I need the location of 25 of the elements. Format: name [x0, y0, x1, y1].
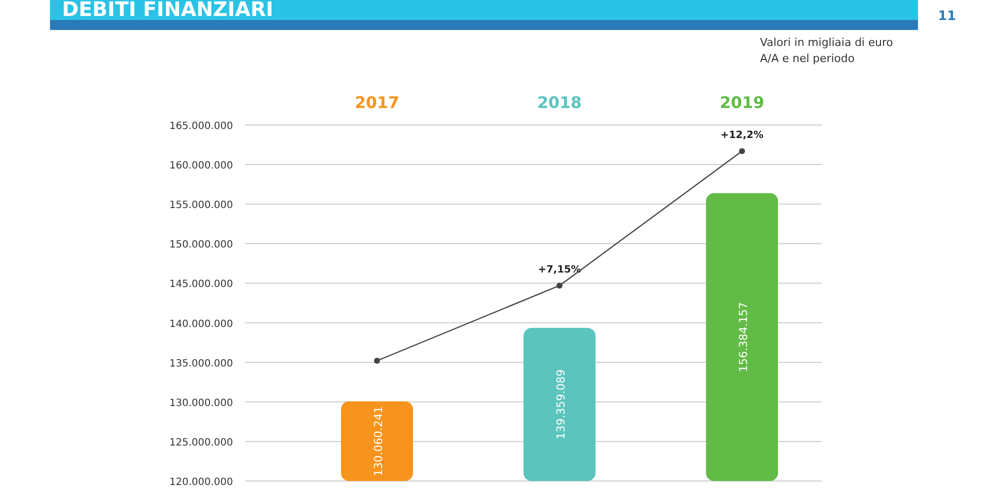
data-label: 130.060.241 [372, 406, 385, 476]
annotation: +7,15% [538, 264, 582, 276]
x-tick-label: 2019 [720, 93, 764, 112]
chart-subtitle: Valori in migliaia di euro [760, 36, 894, 49]
text: A/A e nel periodo [760, 52, 855, 65]
y-tick-label: 145.000.000 [169, 279, 233, 290]
data-label: 139.359.089 [554, 369, 568, 440]
y-tick-label: 150.000.000 [169, 240, 233, 251]
chart-title: DEBITI FINANZIARI [62, 0, 274, 21]
annotation: +12,2% [720, 130, 764, 142]
x-tick-label: 2018 [537, 93, 582, 112]
point [374, 358, 380, 364]
y-tick-label: 165.000.000 [169, 121, 233, 132]
y-tick-label: 125.000.000 [169, 437, 233, 448]
text: 11 [938, 9, 956, 24]
point [556, 282, 562, 289]
point [739, 148, 745, 154]
x-tick-label: 2017 [354, 93, 400, 112]
y-tick-label: 155.000.000 [169, 200, 233, 212]
y-tick-label: 120.000.000 [169, 477, 233, 488]
y-tick-label: 140.000.000 [169, 318, 233, 330]
y-tick-label: 135.000.000 [169, 358, 233, 370]
data-label: 156.384.157 [737, 302, 750, 372]
y-tick-label: 130.000.000 [169, 398, 233, 409]
y-tick-label: 160.000.000 [169, 160, 233, 172]
